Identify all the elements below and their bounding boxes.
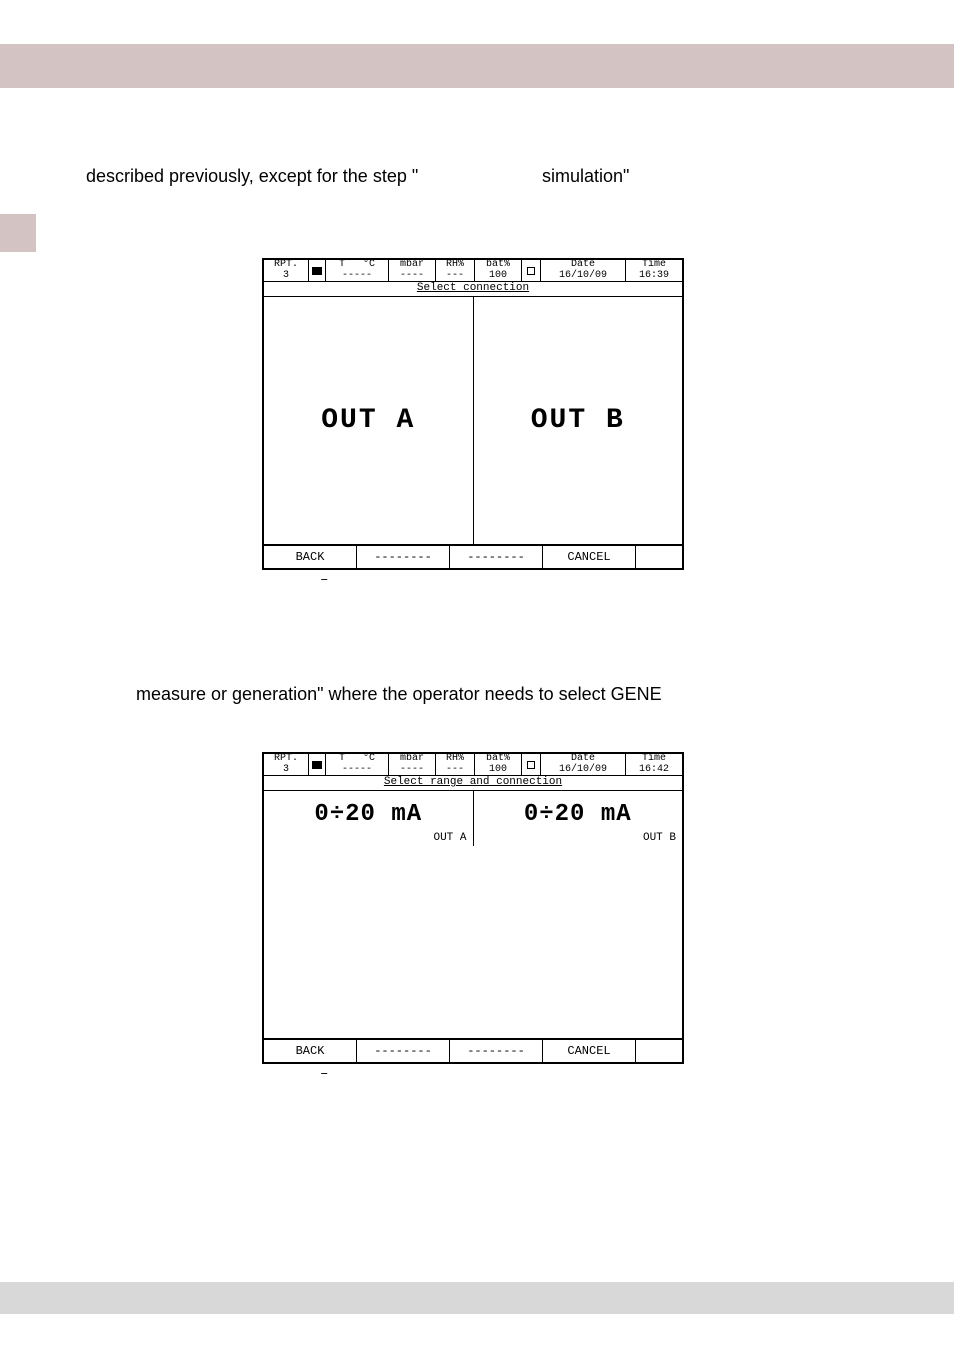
hdr-rh-56: RH% ---: [436, 754, 475, 775]
hdr-mbar-val: ----: [400, 271, 424, 282]
plug-icon-56: [527, 761, 535, 769]
hdr-bat-label: bat%: [486, 260, 510, 271]
hdr-rpt-label: RPT.: [274, 260, 298, 271]
hdr-temp-val: -----: [342, 271, 372, 282]
hdr-temp-label: T °C: [339, 260, 375, 271]
hdr-time-label-56: Time: [642, 754, 666, 765]
hdr-mbar-val-56: ----: [400, 765, 424, 776]
hdr-mbar: mbar ----: [389, 260, 436, 281]
hdr-date-label-56: Date: [571, 754, 595, 765]
fig56-btn-5[interactable]: [636, 1040, 682, 1062]
fig55-btn-3[interactable]: --------: [450, 546, 543, 568]
hdr-mbar-label-56: mbar: [400, 754, 424, 765]
hdr-mbar-56: mbar ----: [389, 754, 436, 775]
hdr-rpt-label-56: RPT.: [274, 754, 298, 765]
hdr-rpt: RPT. 3: [264, 260, 309, 281]
hdr-date-val: 16/10/09: [559, 271, 607, 282]
hdr-bat-56: bat% 100: [475, 754, 522, 775]
hdr-time-label: Time: [642, 260, 666, 271]
hdr-plug-cell-56: [522, 754, 541, 775]
fig56-btn-cancel[interactable]: CANCEL: [543, 1040, 636, 1062]
header-band: [0, 44, 954, 88]
hdr-time-56: Time 16:42: [626, 754, 682, 775]
fig55-btn-cancel[interactable]: CANCEL: [543, 546, 636, 568]
fig56-range-a-sub: OUT A: [270, 828, 467, 844]
fig56-range-b-val: 0÷20 mA: [480, 801, 677, 828]
fig55-header: RPT. 3 T °C ----- mbar ---- RH% --- bat%…: [264, 260, 682, 282]
hdr-time-val-56: 16:42: [639, 765, 669, 776]
fig55-btn-back[interactable]: BACK: [264, 546, 357, 568]
fig56-range-a[interactable]: 0÷20 mA OUT A: [264, 791, 474, 846]
hdr-rpt-val: 3: [283, 271, 289, 282]
para1-right: simulation": [542, 166, 629, 187]
fig56-header: RPT. 3 T °C ----- mbar ---- RH% --- bat%…: [264, 754, 682, 776]
fig56-buttons: BACK -------- -------- CANCEL: [264, 1038, 682, 1062]
hdr-temp-56: T °C -----: [326, 754, 389, 775]
fig56-subtitle: Select range and connection: [264, 776, 682, 790]
fig55-caption: –: [320, 572, 328, 588]
fig56-caption: –: [320, 1066, 328, 1082]
hdr-batt-icon-cell-56: [309, 754, 326, 775]
plug-icon: [527, 267, 535, 275]
hdr-batt-icon-cell: [309, 260, 326, 281]
fig55-subtitle: Select connection: [264, 282, 682, 296]
battery-icon-56: [312, 761, 322, 769]
side-tab: [0, 214, 36, 252]
hdr-time-val: 16:39: [639, 271, 669, 282]
hdr-date-val-56: 16/10/09: [559, 765, 607, 776]
fig56-range-b[interactable]: 0÷20 mA OUT B: [474, 791, 683, 846]
fig56-lcd: RPT. 3 T °C ----- mbar ---- RH% --- bat%…: [262, 752, 684, 1064]
fig55-out-b[interactable]: OUT B: [474, 297, 683, 544]
hdr-temp: T °C -----: [326, 260, 389, 281]
fig55-btn-2[interactable]: --------: [357, 546, 450, 568]
fig55-content: OUT A OUT B: [264, 296, 682, 544]
hdr-date-56: Date 16/10/09: [541, 754, 626, 775]
fig55-btn-5[interactable]: [636, 546, 682, 568]
hdr-bat: bat% 100: [475, 260, 522, 281]
fig56-range-a-val: 0÷20 mA: [270, 801, 467, 828]
fig56-btn-3[interactable]: --------: [450, 1040, 543, 1062]
fig56-btn-2[interactable]: --------: [357, 1040, 450, 1062]
hdr-rh-val-56: ---: [446, 765, 464, 776]
hdr-rh: RH% ---: [436, 260, 475, 281]
hdr-bat-val: 100: [489, 271, 507, 282]
hdr-time: Time 16:39: [626, 260, 682, 281]
hdr-rpt-val-56: 3: [283, 765, 289, 776]
page-root: described previously, except for the ste…: [0, 0, 954, 1350]
footer-band: [0, 1282, 954, 1314]
fig55-buttons: BACK -------- -------- CANCEL: [264, 544, 682, 568]
para2: measure or generation" where the operato…: [136, 684, 662, 705]
fig55-lcd: RPT. 3 T °C ----- mbar ---- RH% --- bat%…: [262, 258, 684, 570]
fig56-spacer: [264, 846, 682, 1000]
hdr-date-label: Date: [571, 260, 595, 271]
hdr-rh-label: RH%: [446, 260, 464, 271]
hdr-bat-label-56: bat%: [486, 754, 510, 765]
hdr-rh-label-56: RH%: [446, 754, 464, 765]
hdr-rh-val: ---: [446, 271, 464, 282]
fig55-out-a[interactable]: OUT A: [264, 297, 474, 544]
hdr-date: Date 16/10/09: [541, 260, 626, 281]
hdr-mbar-label: mbar: [400, 260, 424, 271]
fig56-range-b-sub: OUT B: [480, 828, 677, 844]
hdr-temp-val-56: -----: [342, 765, 372, 776]
para1-left: described previously, except for the ste…: [86, 166, 418, 187]
hdr-bat-val-56: 100: [489, 765, 507, 776]
hdr-rpt-56: RPT. 3: [264, 754, 309, 775]
hdr-temp-label-56: T °C: [339, 754, 375, 765]
fig56-btn-back[interactable]: BACK: [264, 1040, 357, 1062]
battery-icon: [312, 267, 322, 275]
hdr-plug-cell: [522, 260, 541, 281]
fig56-range-row: 0÷20 mA OUT A 0÷20 mA OUT B: [264, 790, 682, 846]
